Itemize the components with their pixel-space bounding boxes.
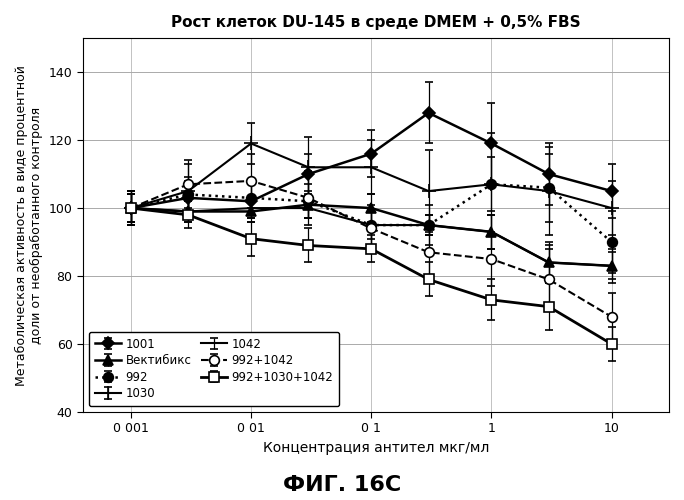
Y-axis label: Метаболическая активность в виде процентной
доли от необработанного контроля: Метаболическая активность в виде процент… [15,64,43,386]
Title: Рост клеток DU-145 в среде DMEM + 0,5% FBS: Рост клеток DU-145 в среде DMEM + 0,5% F… [171,15,581,30]
Legend: 1001, Вектибикс, 992, 1030, 1042, 992+1042, 992+1030+1042: 1001, Вектибикс, 992, 1030, 1042, 992+10… [89,332,339,406]
Text: ФИГ. 16C: ФИГ. 16C [283,475,401,495]
X-axis label: Концентрация антител мкг/мл: Концентрация антител мкг/мл [263,441,489,455]
